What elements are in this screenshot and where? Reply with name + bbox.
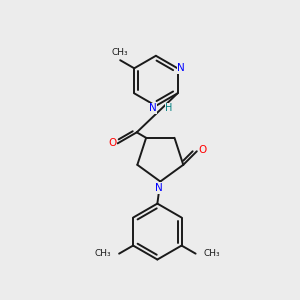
Text: N: N: [177, 63, 185, 73]
Text: CH₃: CH₃: [94, 249, 111, 258]
Text: H: H: [165, 103, 172, 113]
Text: CH₃: CH₃: [204, 249, 220, 258]
Text: N: N: [148, 103, 156, 113]
Text: O: O: [108, 138, 116, 148]
Text: CH₃: CH₃: [112, 48, 128, 57]
Text: O: O: [199, 145, 207, 155]
Text: N: N: [155, 183, 163, 193]
